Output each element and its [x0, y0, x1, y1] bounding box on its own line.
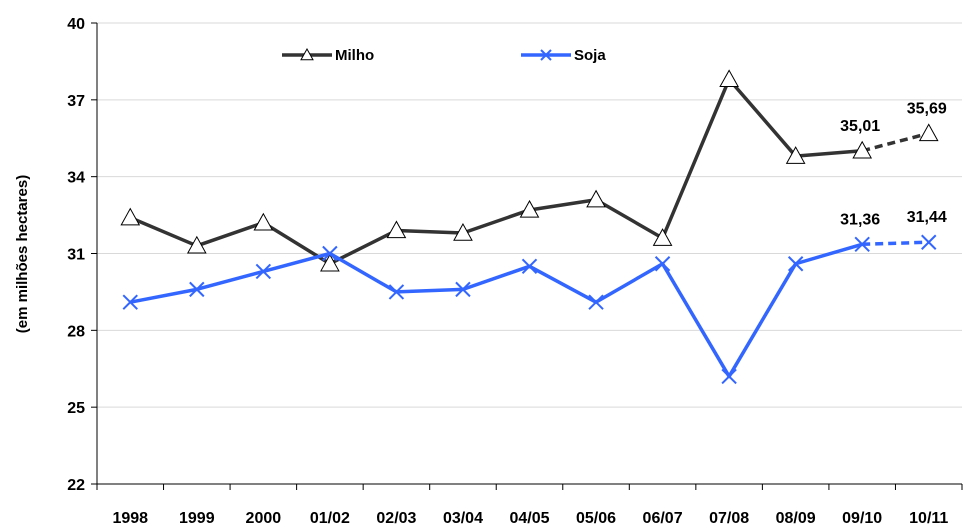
x-marker	[521, 258, 538, 275]
triangle-marker	[453, 222, 473, 241]
y-tick-label: 31	[67, 247, 85, 264]
triangle-marker	[586, 189, 606, 208]
x-tick-label: 08/09	[776, 510, 816, 526]
x-marker	[787, 256, 804, 272]
x-marker	[721, 368, 737, 385]
y-axis-ticks: 22 25 28 31 34 37 40	[67, 16, 97, 494]
triangle-marker	[918, 123, 939, 142]
x-marker	[854, 236, 870, 252]
x-tick-label: 1999	[179, 510, 215, 526]
triangle-marker	[186, 235, 207, 254]
x-tick-label: 10/11	[909, 510, 948, 526]
legend-triangle-marker	[300, 47, 314, 61]
x-marker	[654, 256, 671, 272]
x-tick-label: 2000	[246, 510, 282, 526]
x-tick-label: 02/03	[376, 510, 416, 526]
x-marker	[255, 263, 272, 280]
x-tick-label: 05/06	[576, 510, 616, 526]
y-tick-label: 22	[67, 477, 85, 494]
triangle-marker	[320, 253, 340, 272]
legend-label: Soja	[574, 47, 606, 64]
legend: Milho Soja	[282, 47, 606, 64]
grid-lines	[97, 22, 962, 408]
series-soja	[122, 234, 937, 385]
triangle-marker	[785, 146, 806, 164]
x-tick-label: 04/05	[509, 510, 549, 526]
x-tick-label: 01/02	[310, 510, 350, 526]
x-tick-label: 03/04	[443, 510, 483, 526]
y-tick-label: 40	[67, 16, 85, 33]
legend-item-soja: Soja	[521, 47, 606, 64]
data-label: 35,01	[840, 118, 880, 135]
data-label: 31,44	[907, 209, 947, 226]
x-marker	[388, 284, 405, 300]
x-marker	[189, 281, 205, 298]
x-tick-label: 07/08	[709, 510, 749, 526]
x-marker	[921, 234, 937, 250]
series-projection-line	[862, 240, 929, 247]
series-milho	[120, 69, 939, 272]
series-line	[129, 242, 863, 379]
y-tick-label: 28	[67, 323, 85, 340]
y-tick-label: 25	[67, 400, 85, 417]
triangle-marker	[519, 199, 540, 218]
x-axis-ticks: 1998 1999 2000 01/02 02/03 03/04 04/05 05/06 06/…	[96, 484, 963, 526]
y-tick-label: 37	[67, 93, 85, 110]
data-labels: 35,01 35,69 31,36 31,44	[840, 100, 947, 228]
x-marker	[588, 294, 604, 310]
x-marker	[455, 281, 471, 298]
y-tick-label: 34	[67, 170, 85, 187]
triangle-marker	[652, 228, 673, 246]
series-projection-line	[861, 131, 930, 153]
x-marker	[322, 245, 338, 262]
triangle-marker	[120, 207, 141, 226]
legend-label: Milho	[335, 47, 374, 64]
data-label: 31,36	[840, 211, 880, 228]
series-group	[120, 69, 939, 385]
triangle-marker	[719, 69, 739, 88]
triangle-marker	[253, 212, 274, 231]
legend-item-milho: Milho	[282, 47, 374, 64]
triangle-marker	[386, 220, 407, 239]
x-tick-label: 06/07	[643, 510, 683, 526]
x-marker	[122, 294, 138, 310]
legend-x-marker	[540, 49, 552, 61]
triangle-marker	[852, 140, 873, 159]
series-line	[129, 77, 863, 266]
data-label: 35,69	[907, 100, 947, 117]
y-axis-label: (em milhões hectares)	[14, 175, 31, 333]
x-tick-label: 09/10	[842, 510, 882, 526]
x-tick-label: 1998	[112, 510, 148, 526]
